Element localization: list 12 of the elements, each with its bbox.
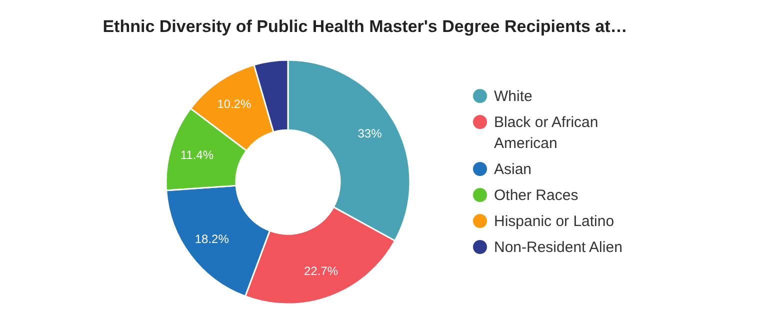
data-label: 11.4%: [180, 148, 214, 162]
legend-label: Non-Resident Alien: [494, 239, 622, 256]
legend-label: White: [494, 88, 532, 105]
data-label: 18.2%: [194, 232, 230, 246]
chart-title: Ethnic Diversity of Public Health Master's Degree Recipients at…: [102, 17, 628, 36]
data-label: 10.2%: [217, 96, 252, 111]
data-label: 33%: [358, 126, 382, 141]
data-label: 22.7%: [304, 264, 338, 278]
legend-label: Hispanic or Latino: [494, 213, 614, 230]
legend-label: Asian: [494, 161, 532, 178]
legend-label: Black or African American: [494, 114, 598, 152]
legend-label: Other Races: [494, 187, 578, 204]
